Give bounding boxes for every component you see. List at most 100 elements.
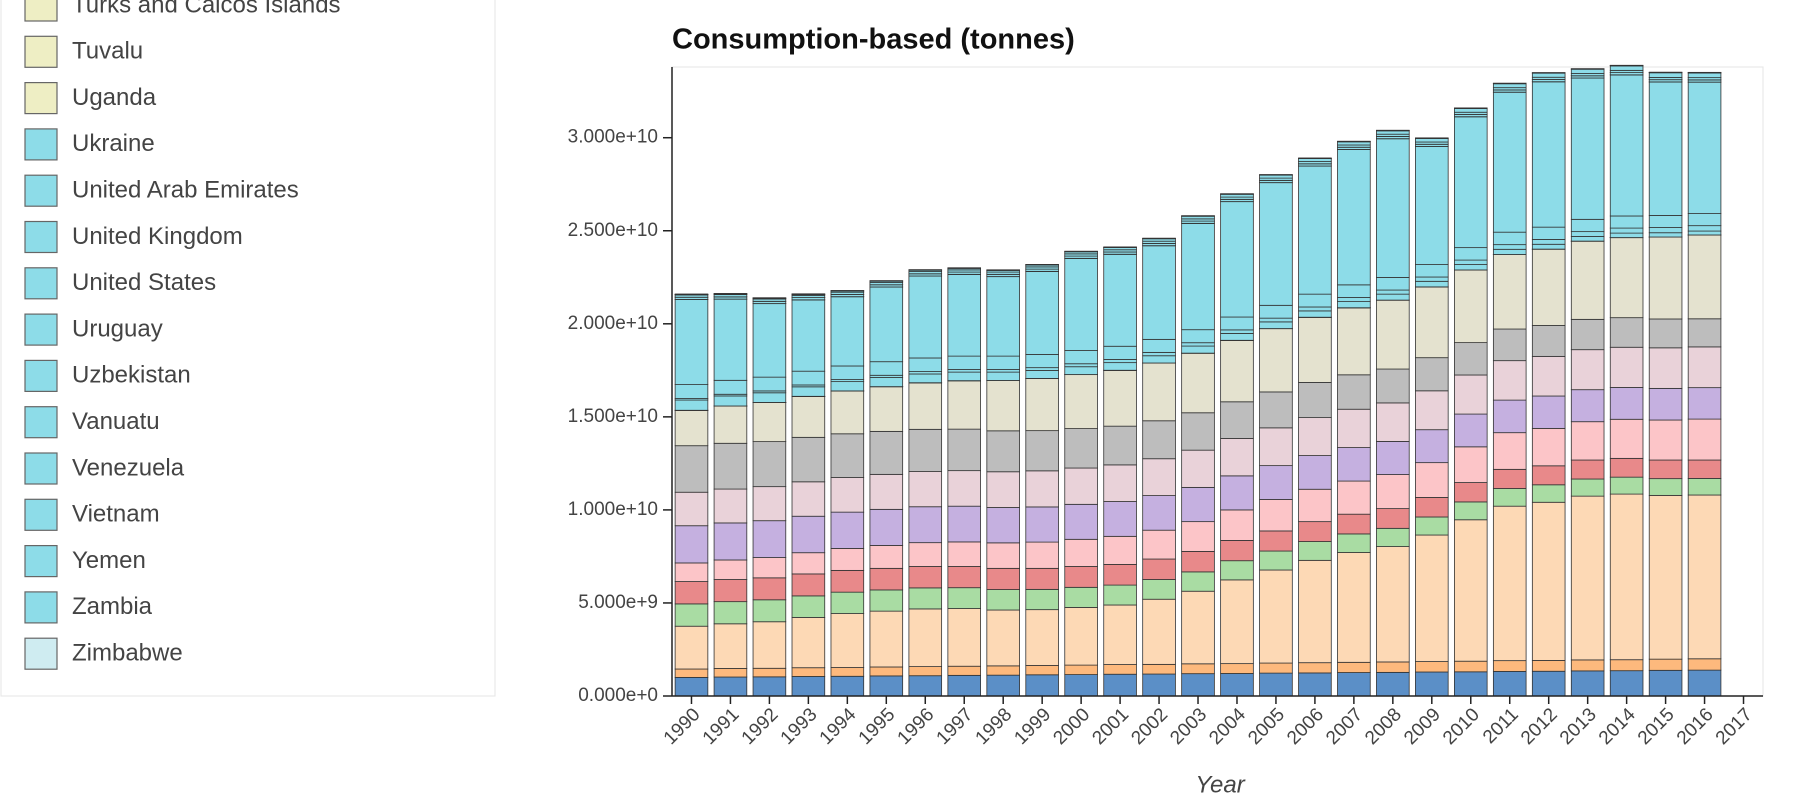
legend-label[interactable]: Vietnam xyxy=(72,501,160,528)
bar-segment xyxy=(1298,488,1332,523)
legend-label[interactable]: United States xyxy=(72,269,216,296)
x-tick-label: 1992 xyxy=(738,704,783,749)
bar-segment xyxy=(1298,521,1332,542)
bar-segment xyxy=(674,676,709,697)
legend-swatch[interactable] xyxy=(24,544,58,578)
bar-segment xyxy=(1570,218,1605,233)
legend-swatch[interactable] xyxy=(24,637,58,670)
legend-swatch[interactable] xyxy=(24,452,58,485)
bar-segment xyxy=(1103,604,1137,665)
legend-label[interactable]: Turks and Caicos Islands xyxy=(72,0,341,18)
bar-segment xyxy=(947,674,981,697)
legend-label[interactable]: Uzbekistan xyxy=(72,362,191,389)
bar-segment xyxy=(830,667,865,677)
bar-segment xyxy=(830,675,865,697)
bar-segment xyxy=(674,625,709,670)
legend-label[interactable]: Ukraine xyxy=(72,130,155,157)
bar-segment xyxy=(908,587,943,610)
legend-label[interactable]: Venezuela xyxy=(72,454,185,481)
bar-segment xyxy=(752,441,787,488)
legend-swatch[interactable] xyxy=(24,406,58,439)
bar-segment xyxy=(1492,505,1527,662)
bar-segment xyxy=(1415,146,1449,265)
bar-segment xyxy=(791,617,826,669)
legend-swatch[interactable] xyxy=(24,313,58,346)
bar-segment xyxy=(947,371,981,382)
bar-segment xyxy=(1064,674,1098,697)
legend-label[interactable]: Zambia xyxy=(72,593,153,620)
bar-segment xyxy=(1337,447,1371,482)
legend-label[interactable]: Tuvalu xyxy=(72,38,143,65)
legend-label[interactable]: Yemen xyxy=(72,547,146,574)
bar-segment xyxy=(1025,370,1059,379)
legend-label[interactable]: Zimbabwe xyxy=(72,640,183,667)
bar-segment xyxy=(1687,478,1722,496)
bar-segment xyxy=(1220,579,1254,665)
bar-segment xyxy=(791,370,826,386)
bar-segment xyxy=(1064,258,1098,351)
legend-swatch[interactable] xyxy=(24,267,58,300)
bar-segment xyxy=(1687,459,1722,479)
bar-segment xyxy=(1064,538,1098,567)
x-tick-label: 2001 xyxy=(1088,704,1133,749)
bar-segment xyxy=(1337,661,1371,673)
legend-swatch[interactable] xyxy=(24,498,58,531)
bar-segment xyxy=(830,381,865,392)
legend-label[interactable]: United Arab Emirates xyxy=(72,177,299,204)
legend-label[interactable]: United Kingdom xyxy=(72,223,243,250)
bar-segment xyxy=(908,566,943,589)
bar-segment xyxy=(1298,541,1332,561)
bar-segment xyxy=(1181,673,1215,697)
x-tick-label: 1990 xyxy=(660,704,705,749)
bar-segment xyxy=(1609,74,1644,217)
bar-segment xyxy=(1103,673,1137,697)
bar-segment xyxy=(1142,495,1176,531)
bar-segment xyxy=(1103,345,1137,360)
legend-swatch[interactable] xyxy=(24,359,58,392)
bar-segment xyxy=(1259,391,1293,429)
bar-segment xyxy=(1376,368,1410,404)
legend-swatch[interactable] xyxy=(24,128,58,161)
bar-segment xyxy=(1570,318,1605,351)
legend-swatch[interactable] xyxy=(24,81,58,115)
legend-swatch[interactable] xyxy=(24,35,58,68)
legend-swatch[interactable] xyxy=(24,591,58,624)
bar-segment xyxy=(947,587,981,609)
x-tick-label: 2009 xyxy=(1400,704,1445,749)
bar-segment xyxy=(1492,660,1527,672)
bar-segment xyxy=(1648,232,1683,238)
bar-segment xyxy=(1376,289,1410,295)
legend-label[interactable]: Uganda xyxy=(72,84,157,111)
bar-segment xyxy=(1025,378,1059,432)
bar-segment xyxy=(674,384,709,399)
legend-swatch[interactable] xyxy=(24,220,58,254)
bar-segment xyxy=(1570,459,1605,480)
bar-segment xyxy=(1415,138,1449,143)
bar-segment xyxy=(1142,362,1176,422)
bar-segment xyxy=(674,491,709,527)
legend-swatch[interactable] xyxy=(24,0,58,22)
bar-segment xyxy=(1376,293,1410,301)
bar-segment xyxy=(1259,672,1293,697)
legend-swatch[interactable] xyxy=(24,174,58,207)
bar-segment xyxy=(1376,441,1410,475)
bar-segment xyxy=(1298,455,1332,490)
bar-segment xyxy=(791,667,826,677)
legend-label[interactable]: Vanuatu xyxy=(72,408,160,435)
bar-segment xyxy=(830,365,865,380)
bar-segment xyxy=(1687,346,1722,389)
legend-label[interactable]: Uruguay xyxy=(72,315,163,342)
x-tick-label: 1993 xyxy=(777,704,822,749)
bar-segment xyxy=(1492,254,1527,330)
bar-segment xyxy=(791,395,826,438)
bar-segment xyxy=(1337,307,1371,376)
bar-segment xyxy=(791,552,826,575)
bar-segment xyxy=(1492,671,1527,697)
chart-title: Consumption-based (tonnes) xyxy=(672,24,1075,56)
bar-segment xyxy=(1454,264,1488,271)
bar-segment xyxy=(791,386,826,397)
bar-segment xyxy=(908,666,943,677)
bar-segment xyxy=(1454,413,1488,448)
bar-segment xyxy=(752,376,787,392)
bar-segment xyxy=(947,428,981,472)
